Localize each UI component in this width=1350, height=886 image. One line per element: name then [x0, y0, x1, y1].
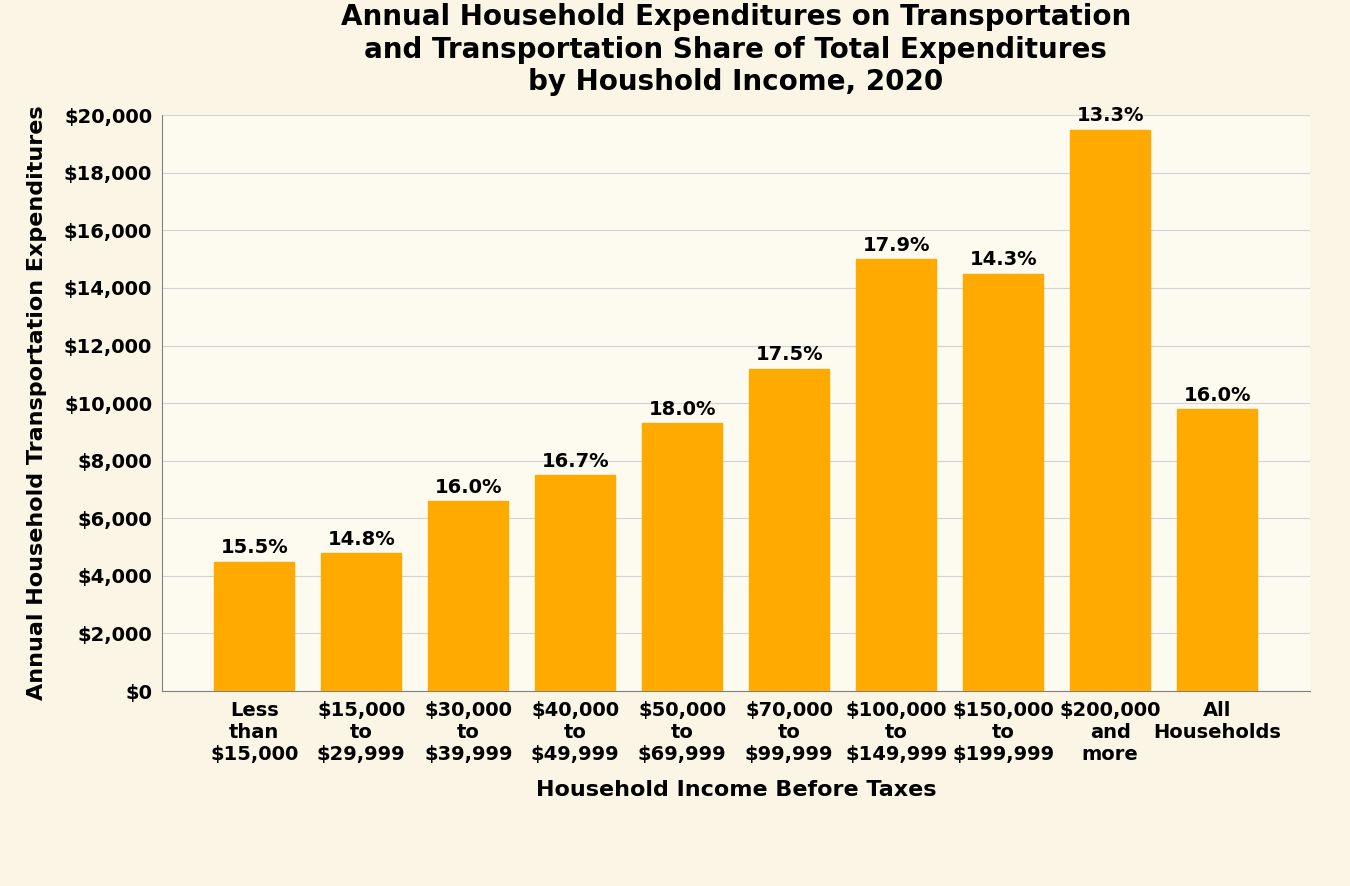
Bar [428, 501, 509, 691]
Text: 16.0%: 16.0% [1184, 385, 1251, 405]
Text: 18.0%: 18.0% [648, 400, 716, 419]
Text: 17.5%: 17.5% [756, 346, 824, 364]
Bar [1071, 129, 1150, 691]
Bar [215, 562, 294, 691]
Text: 16.0%: 16.0% [435, 478, 502, 497]
Y-axis label: Annual Household Transportation Expenditures: Annual Household Transportation Expendit… [27, 105, 47, 701]
Text: 16.7%: 16.7% [541, 452, 609, 470]
Bar [1177, 409, 1257, 691]
X-axis label: Household Income Before Taxes: Household Income Before Taxes [536, 781, 936, 800]
Text: 14.3%: 14.3% [969, 250, 1037, 269]
Text: 17.9%: 17.9% [863, 236, 930, 255]
Bar [321, 553, 401, 691]
Bar [643, 424, 722, 691]
Bar [535, 475, 616, 691]
Text: 13.3%: 13.3% [1076, 106, 1143, 125]
Bar [856, 259, 937, 691]
Text: 14.8%: 14.8% [328, 530, 396, 548]
Bar [749, 369, 829, 691]
Bar [963, 274, 1044, 691]
Text: 15.5%: 15.5% [220, 538, 288, 557]
Title: Annual Household Expenditures on Transportation
and Transportation Share of Tota: Annual Household Expenditures on Transpo… [340, 4, 1131, 97]
